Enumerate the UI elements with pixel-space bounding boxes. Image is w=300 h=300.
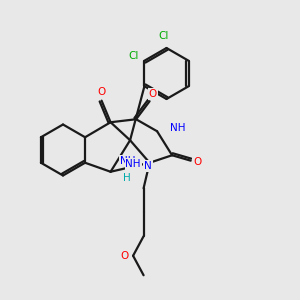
Text: H: H bbox=[123, 173, 131, 183]
Text: O: O bbox=[98, 87, 106, 97]
Text: N: N bbox=[144, 161, 152, 171]
Text: NH: NH bbox=[120, 155, 136, 166]
Text: O: O bbox=[193, 157, 201, 167]
Text: Cl: Cl bbox=[129, 51, 139, 61]
Text: Cl: Cl bbox=[158, 31, 169, 41]
Text: NH: NH bbox=[125, 159, 141, 169]
Text: O: O bbox=[148, 89, 157, 99]
Text: O: O bbox=[120, 251, 128, 261]
Text: NH: NH bbox=[170, 123, 185, 133]
